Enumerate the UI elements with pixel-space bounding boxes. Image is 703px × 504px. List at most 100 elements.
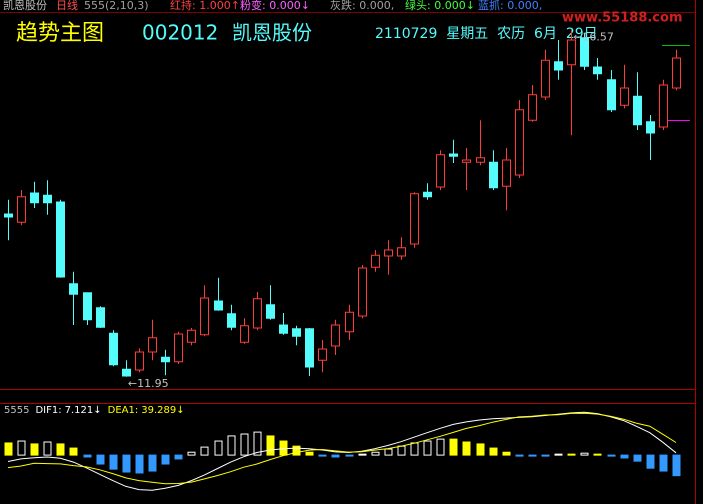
candle-body <box>17 196 26 223</box>
macd-bar <box>161 454 170 465</box>
macd-bar <box>69 447 78 456</box>
stock-code: 002012 <box>142 21 218 45</box>
legend-arrow: ↓ <box>176 405 184 416</box>
candle-body <box>620 87 629 106</box>
macd-bar <box>56 443 65 456</box>
macd-bar <box>83 454 92 458</box>
candle-body <box>240 325 249 343</box>
macd-bar <box>423 440 432 456</box>
watermark: www.55188.com <box>562 11 683 26</box>
legend-arrow: ↓ <box>93 405 101 416</box>
macd-bar <box>541 454 550 457</box>
macd-bar <box>227 435 236 456</box>
candle-body <box>161 356 170 363</box>
header-item: 日线 <box>56 0 78 12</box>
candle-body <box>515 109 524 176</box>
macd-bar <box>200 446 209 456</box>
candle-body <box>4 213 13 218</box>
annotation-value: 11.95 <box>137 377 169 390</box>
price-annotation: ←16.57 <box>573 30 614 43</box>
legend-label: DEA1: <box>108 405 139 416</box>
macd-bar <box>305 451 314 456</box>
candle-body <box>580 37 589 67</box>
candle-body <box>148 337 157 353</box>
candle-body <box>449 153 458 157</box>
candle-body <box>358 267 367 317</box>
candle-body <box>227 313 236 328</box>
legend-value: 39.289 <box>141 405 176 416</box>
candle-body <box>384 249 393 257</box>
candle-body <box>397 247 406 257</box>
candle-body <box>410 193 419 245</box>
macd-bar <box>449 438 458 456</box>
indicator-title: 趋势主图 <box>16 21 104 46</box>
candle-body <box>174 333 183 363</box>
macd-bar <box>397 445 406 456</box>
candle-body <box>607 79 616 111</box>
candle-body <box>279 324 288 334</box>
macd-bar <box>266 435 275 456</box>
macd-bar <box>30 443 39 456</box>
macd-bar <box>345 454 354 457</box>
macd-bar <box>318 454 327 457</box>
candle-body <box>214 300 223 311</box>
macd-bar <box>122 454 131 473</box>
legend-label: 5555 <box>4 405 29 416</box>
candle-body <box>593 66 602 75</box>
macd-bar <box>43 441 52 456</box>
candle-body <box>541 59 550 98</box>
candle-body <box>567 39 576 66</box>
header-item: 灰跌: 0.000, <box>330 0 394 12</box>
candle-body <box>489 161 498 189</box>
candle-body <box>423 191 432 198</box>
macd-bar <box>148 454 157 472</box>
header-item: 蓝抓: 0.000, <box>478 0 542 12</box>
macd-bar <box>410 442 419 456</box>
candle-body <box>187 329 196 343</box>
candle-body <box>69 283 78 295</box>
candle-body <box>30 192 39 204</box>
macd-bar <box>659 454 668 472</box>
candle-body <box>646 121 655 134</box>
candle-body <box>345 311 354 333</box>
candle-body <box>436 154 445 188</box>
macd-legend: 5555 DIF1: 7.121↓ DEA1: 39.289↓ <box>4 405 185 416</box>
candle-body <box>659 84 668 128</box>
macd-bar <box>620 454 629 459</box>
macd-bar <box>96 454 105 465</box>
legend-value: 7.121 <box>65 405 94 416</box>
macd-bar <box>174 454 183 460</box>
header-item: 红持: 1.000↑ <box>170 0 240 12</box>
header-item: 粉变: 0.000↓ <box>240 0 310 12</box>
candle-body <box>502 159 511 187</box>
candle-body <box>253 298 262 329</box>
macd-bar <box>489 447 498 456</box>
macd-bar <box>593 453 602 456</box>
candle-body <box>318 348 327 361</box>
macd-bar <box>4 442 13 456</box>
macd-bar <box>462 441 471 456</box>
candle-body <box>633 95 642 126</box>
candle-body <box>266 304 275 319</box>
macd-bar <box>240 433 249 456</box>
candle-body <box>462 159 471 163</box>
dea-line <box>7 412 677 485</box>
macd-bar <box>214 440 223 456</box>
macd-bar <box>515 454 524 457</box>
price-annotation: ←11.95 <box>128 377 169 390</box>
candle-body <box>554 61 563 71</box>
macd-bar <box>554 453 563 456</box>
legend-label: DIF1: <box>35 405 61 416</box>
candle-body <box>672 57 681 89</box>
stock-name: 凯恩股份 <box>232 21 312 45</box>
header-item: 绿头: 0.000↓ <box>405 0 475 12</box>
macd-bar <box>528 454 537 457</box>
macd-bar <box>436 438 445 456</box>
macd-bar <box>292 445 301 456</box>
macd-bar <box>187 451 196 456</box>
candle-body <box>109 332 118 366</box>
candle-body <box>83 292 92 321</box>
macd-bar <box>384 448 393 456</box>
macd-bar <box>672 454 681 477</box>
